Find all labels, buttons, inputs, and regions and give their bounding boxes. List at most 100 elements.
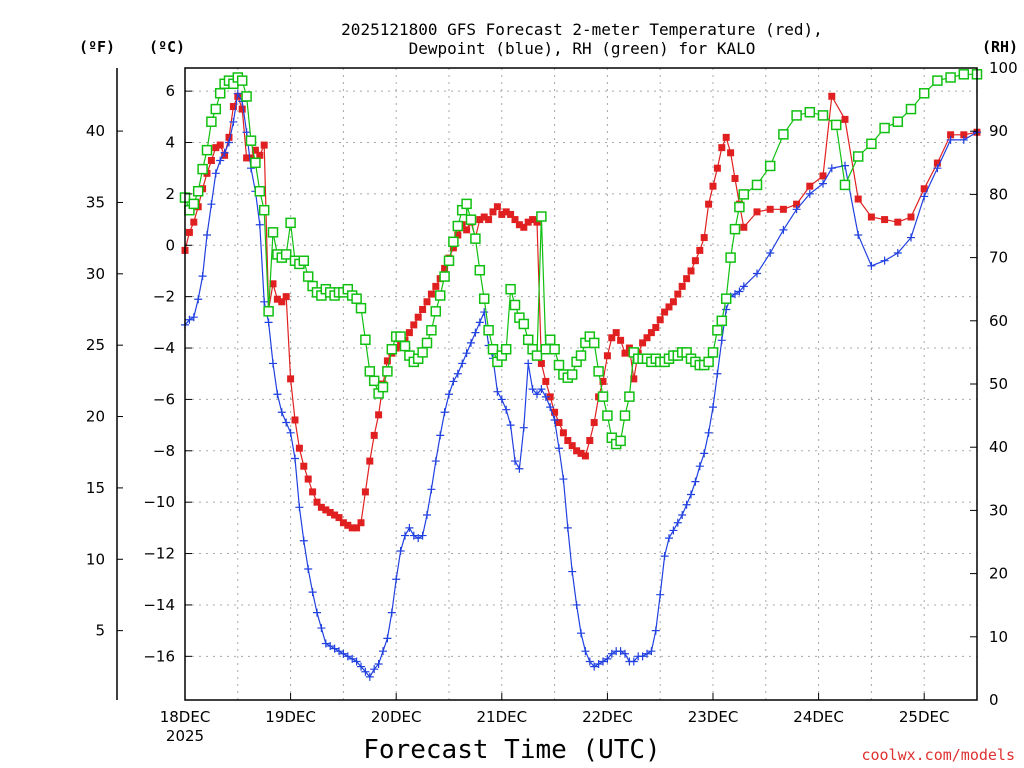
temperature-marker xyxy=(273,295,281,303)
dewpoint-marker xyxy=(678,511,687,520)
dewpoint-marker xyxy=(907,233,915,242)
rh-marker xyxy=(192,185,204,197)
temperature-marker xyxy=(564,437,572,445)
dewpoint-marker xyxy=(313,608,321,617)
dewpoint-marker xyxy=(352,657,361,666)
rh-marker xyxy=(522,334,534,346)
temperature-marker xyxy=(700,234,708,242)
dewpoint-marker xyxy=(779,225,788,234)
dewpoint-marker xyxy=(233,89,242,98)
rh-marker xyxy=(892,116,904,127)
dewpoint-marker xyxy=(880,256,889,265)
temperature-marker xyxy=(287,375,295,383)
dewpoint-marker xyxy=(255,220,264,229)
temperature-marker xyxy=(216,141,224,149)
temperature-marker xyxy=(727,149,735,157)
temperature-marker xyxy=(313,498,321,506)
rh-tick-label: 70 xyxy=(989,249,1008,267)
temperature-marker xyxy=(705,200,713,208)
dewpoint-marker xyxy=(713,369,722,378)
temperature-marker xyxy=(291,416,299,424)
dewpoint-marker xyxy=(669,526,678,535)
dewpoint-marker xyxy=(308,588,317,597)
celsius-tick-label: 2 xyxy=(165,185,175,203)
rh-marker xyxy=(588,337,600,349)
dewpoint-marker xyxy=(792,205,801,214)
dewpoint-marker xyxy=(264,318,273,327)
dewpoint-marker xyxy=(691,477,700,486)
temperature-marker xyxy=(920,185,928,193)
rh-marker xyxy=(483,325,494,336)
temperature-marker xyxy=(603,352,611,360)
dewpoint-marker xyxy=(533,390,541,399)
rh-marker xyxy=(452,220,464,232)
rh-marker xyxy=(500,343,512,355)
dewpoint-marker xyxy=(480,308,489,317)
x-tick-label: 23DEC xyxy=(688,708,739,726)
celsius-tick-label: −12 xyxy=(143,545,175,563)
rh-marker xyxy=(879,122,890,134)
temperature-marker xyxy=(480,213,488,221)
temperature-marker xyxy=(661,308,669,316)
rh-marker xyxy=(470,233,481,244)
rh-marker xyxy=(509,299,521,311)
temperature-marker xyxy=(405,329,413,337)
temperature-marker xyxy=(819,172,827,180)
temperature-marker xyxy=(722,133,730,141)
series-dewpoint xyxy=(181,89,981,681)
rh-marker xyxy=(188,198,200,210)
fahrenheit-tick-label: 25 xyxy=(86,336,105,354)
temperature-marker xyxy=(524,218,532,226)
temperature-marker xyxy=(581,452,589,460)
dewpoint-marker xyxy=(603,654,612,663)
dewpoint-marker xyxy=(304,564,313,573)
dewpoint-marker xyxy=(330,644,339,653)
dewpoint-marker xyxy=(343,652,352,661)
dewpoint-marker xyxy=(295,503,304,512)
rh-marker xyxy=(214,88,226,99)
dewpoint-marker xyxy=(365,672,374,681)
temperature-marker xyxy=(709,182,717,190)
temperature-marker xyxy=(485,216,493,224)
dewpoint-marker xyxy=(458,359,467,368)
dewpoint-marker xyxy=(827,164,836,173)
temperature-marker xyxy=(511,216,519,224)
celsius-tick-label: 0 xyxy=(165,236,175,254)
temperature-marker xyxy=(493,203,501,211)
rh-marker xyxy=(201,144,213,156)
fahrenheit-tick-label: 20 xyxy=(86,408,105,426)
rh-marker xyxy=(804,106,816,118)
rh-marker xyxy=(210,103,222,115)
dewpoint-marker xyxy=(194,295,203,304)
temperature-marker xyxy=(282,293,290,301)
temperature-marker xyxy=(546,393,554,401)
dewpoint-marker xyxy=(462,349,471,358)
rh-marker xyxy=(421,337,433,349)
temperature-marker xyxy=(348,524,356,532)
rh-tick-label: 90 xyxy=(989,122,1008,140)
temperature-marker xyxy=(476,216,484,224)
temperature-marker xyxy=(353,524,361,532)
rh-marker xyxy=(426,325,437,336)
temperature-marker xyxy=(652,323,660,331)
dewpoint-marker xyxy=(203,230,211,239)
temperature-marker xyxy=(419,305,427,313)
dewpoint-marker xyxy=(528,385,537,394)
rh-marker xyxy=(245,135,257,146)
dewpoint-marker xyxy=(568,567,577,576)
dewpoint-marker xyxy=(550,415,559,424)
temperature-marker xyxy=(357,519,365,527)
temperature-marker xyxy=(229,103,237,111)
temperature-marker xyxy=(678,282,686,290)
dewpoint-marker xyxy=(700,449,709,458)
temperature-marker xyxy=(731,174,739,182)
temperature-marker xyxy=(713,164,721,172)
temperature-marker xyxy=(533,218,541,226)
temperature-marker xyxy=(617,336,625,344)
temperature-marker xyxy=(630,375,638,383)
temperature-marker xyxy=(542,377,550,385)
temperature-marker xyxy=(190,218,198,226)
dewpoint-marker xyxy=(339,649,348,658)
temperature-marker xyxy=(555,419,563,427)
dewpoint-marker xyxy=(317,624,326,633)
